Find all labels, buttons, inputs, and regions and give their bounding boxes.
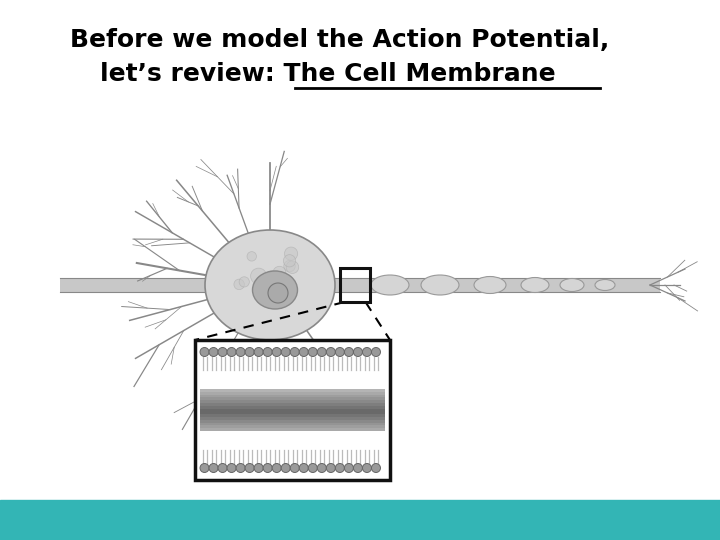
Circle shape [284, 260, 295, 272]
Circle shape [245, 348, 254, 356]
Bar [200, 400, 385, 403]
Bar [200, 392, 385, 395]
Circle shape [200, 348, 209, 356]
Bar [195, 340, 390, 480]
Circle shape [318, 348, 326, 356]
Circle shape [268, 271, 284, 288]
Circle shape [282, 463, 290, 472]
Ellipse shape [474, 276, 506, 294]
Ellipse shape [371, 275, 409, 295]
Circle shape [236, 348, 245, 356]
Bar [200, 417, 385, 420]
Bar [200, 409, 385, 411]
Bar [200, 411, 385, 414]
Circle shape [200, 463, 209, 472]
Bar [200, 420, 385, 423]
Circle shape [336, 348, 344, 356]
Circle shape [318, 463, 326, 472]
Text: Before we model the Action Potential,: Before we model the Action Potential, [70, 28, 609, 52]
Circle shape [326, 463, 336, 472]
Circle shape [362, 348, 372, 356]
Circle shape [272, 463, 282, 472]
Bar [200, 389, 385, 392]
Circle shape [372, 348, 380, 356]
Circle shape [300, 348, 308, 356]
Circle shape [268, 283, 288, 303]
Circle shape [336, 463, 344, 472]
Circle shape [300, 463, 308, 472]
Text: let’s review: The Cell Membrane: let’s review: The Cell Membrane [100, 62, 556, 86]
Circle shape [239, 277, 249, 287]
Bar [200, 426, 385, 428]
Circle shape [227, 463, 236, 472]
Bar [200, 423, 385, 426]
Circle shape [264, 348, 272, 356]
Circle shape [286, 261, 299, 273]
Circle shape [308, 348, 318, 356]
Circle shape [284, 255, 296, 267]
Bar [200, 414, 385, 417]
Circle shape [254, 463, 263, 472]
Circle shape [227, 348, 236, 356]
Ellipse shape [521, 278, 549, 293]
Ellipse shape [205, 230, 335, 340]
Circle shape [264, 463, 272, 472]
Bar [60, 278, 660, 292]
Circle shape [344, 463, 354, 472]
Circle shape [273, 266, 286, 279]
Bar [0, 500, 720, 540]
Circle shape [282, 348, 290, 356]
Circle shape [362, 463, 372, 472]
Bar [200, 395, 385, 397]
Bar [200, 406, 385, 409]
Circle shape [372, 463, 380, 472]
Circle shape [254, 348, 263, 356]
Circle shape [290, 463, 300, 472]
Circle shape [218, 348, 227, 356]
Bar [200, 397, 385, 400]
Bar [200, 428, 385, 431]
Circle shape [266, 271, 277, 282]
Circle shape [251, 268, 266, 284]
Circle shape [236, 463, 245, 472]
Ellipse shape [421, 275, 459, 295]
Circle shape [326, 348, 336, 356]
Circle shape [284, 247, 297, 260]
Bar [340, 268, 370, 302]
Circle shape [209, 463, 218, 472]
Ellipse shape [253, 271, 297, 309]
Circle shape [354, 348, 362, 356]
Ellipse shape [595, 280, 615, 291]
Circle shape [245, 463, 254, 472]
Circle shape [234, 279, 244, 289]
Circle shape [209, 348, 218, 356]
Circle shape [272, 348, 282, 356]
Circle shape [308, 463, 318, 472]
Ellipse shape [560, 279, 584, 292]
Circle shape [247, 252, 256, 261]
Bar [200, 403, 385, 406]
Circle shape [344, 348, 354, 356]
Circle shape [354, 463, 362, 472]
Circle shape [290, 348, 300, 356]
Circle shape [218, 463, 227, 472]
Circle shape [272, 291, 284, 302]
